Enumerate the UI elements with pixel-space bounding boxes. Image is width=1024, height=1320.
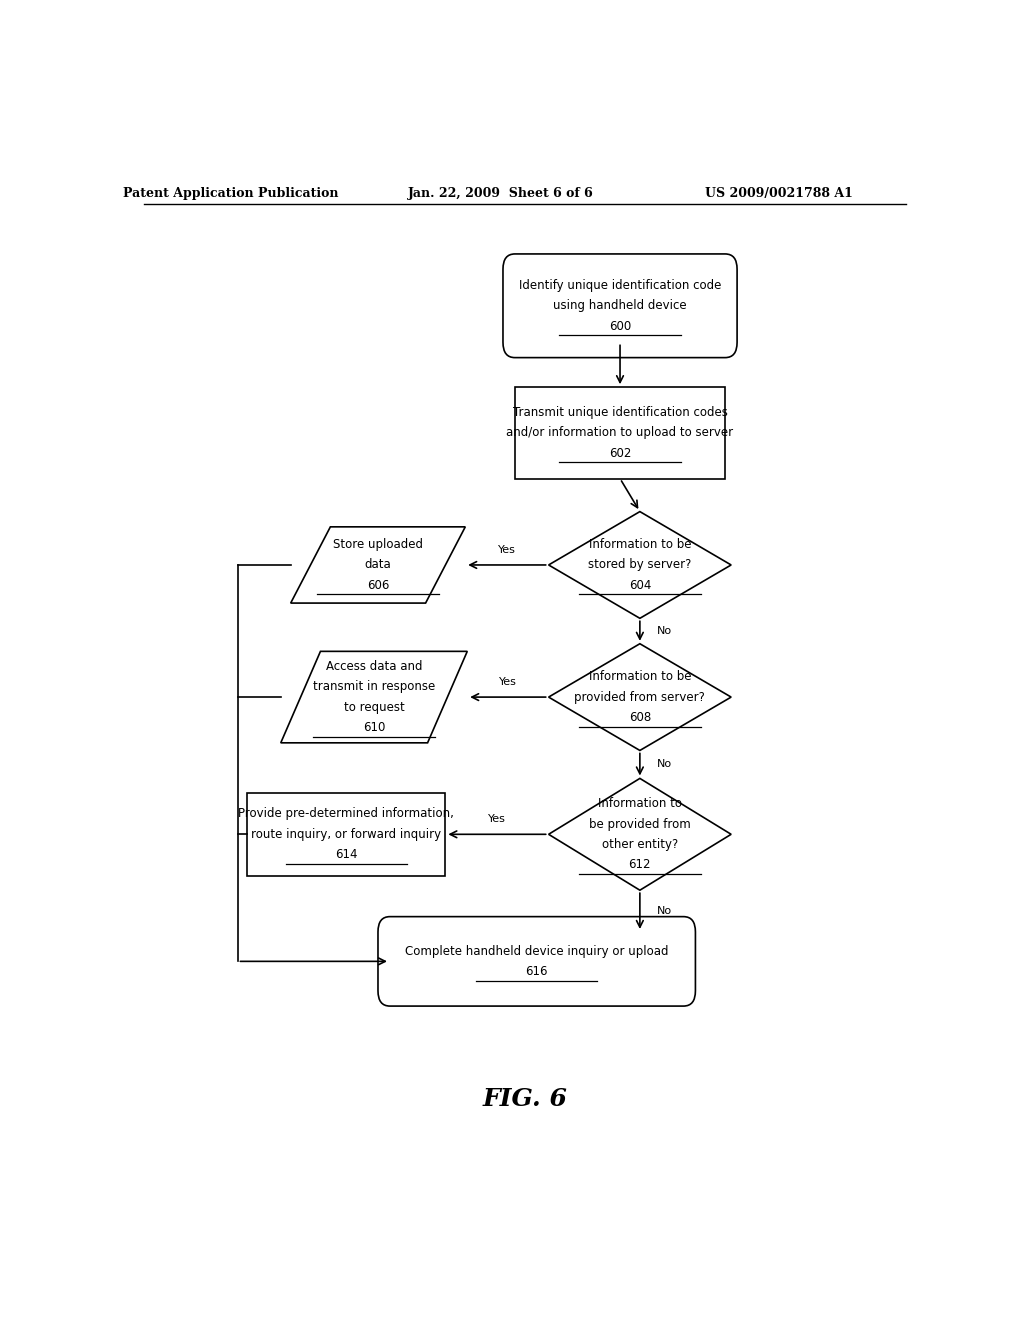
Text: provided from server?: provided from server? (574, 690, 706, 704)
Text: stored by server?: stored by server? (588, 558, 691, 572)
Polygon shape (281, 651, 467, 743)
Text: Transmit unique identification codes: Transmit unique identification codes (513, 407, 727, 418)
Text: Yes: Yes (498, 545, 516, 554)
Text: 612: 612 (629, 858, 651, 871)
Text: No: No (657, 626, 673, 636)
Text: Complete handheld device inquiry or upload: Complete handheld device inquiry or uplo… (404, 945, 669, 958)
Text: other entity?: other entity? (602, 838, 678, 851)
Text: Access data and: Access data and (326, 660, 422, 673)
Polygon shape (549, 779, 731, 890)
Text: No: No (657, 906, 673, 916)
Text: US 2009/0021788 A1: US 2009/0021788 A1 (705, 187, 853, 201)
Text: Information to be: Information to be (589, 671, 691, 684)
FancyBboxPatch shape (503, 253, 737, 358)
Text: be provided from: be provided from (589, 817, 691, 830)
Text: data: data (365, 558, 391, 572)
Text: 600: 600 (609, 319, 631, 333)
Text: 616: 616 (525, 965, 548, 978)
Text: Store uploaded: Store uploaded (333, 539, 423, 552)
Text: Information to be: Information to be (589, 539, 691, 552)
Text: Identify unique identification code: Identify unique identification code (519, 279, 721, 292)
Text: to request: to request (344, 701, 404, 714)
Polygon shape (291, 527, 465, 603)
Text: Information to: Information to (598, 797, 682, 810)
Text: FIG. 6: FIG. 6 (482, 1086, 567, 1110)
Text: 608: 608 (629, 711, 651, 723)
Text: using handheld device: using handheld device (553, 300, 687, 313)
FancyBboxPatch shape (378, 916, 695, 1006)
Text: 614: 614 (335, 849, 357, 861)
Text: Patent Application Publication: Patent Application Publication (124, 187, 339, 201)
Text: 602: 602 (609, 446, 631, 459)
Text: Yes: Yes (499, 677, 517, 686)
Text: No: No (657, 759, 673, 770)
Text: 606: 606 (367, 578, 389, 591)
Bar (247, 792, 445, 876)
Text: Yes: Yes (488, 814, 506, 824)
Text: route inquiry, or forward inquiry: route inquiry, or forward inquiry (251, 828, 441, 841)
Text: and/or information to upload to server: and/or information to upload to server (507, 426, 733, 440)
Polygon shape (549, 512, 731, 618)
Text: Jan. 22, 2009  Sheet 6 of 6: Jan. 22, 2009 Sheet 6 of 6 (409, 187, 594, 201)
Text: Provide pre-determined information,: Provide pre-determined information, (239, 808, 455, 821)
Text: transmit in response: transmit in response (313, 680, 435, 693)
Text: 604: 604 (629, 578, 651, 591)
Bar (515, 387, 725, 479)
Polygon shape (549, 644, 731, 751)
Text: 610: 610 (362, 721, 385, 734)
